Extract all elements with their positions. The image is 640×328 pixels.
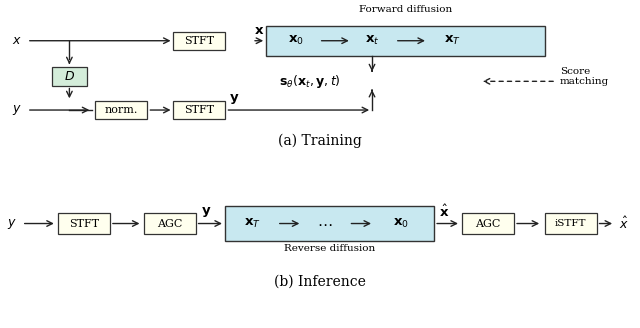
Text: $\hat{\mathbf{x}}$: $\hat{\mathbf{x}}$ (439, 204, 450, 220)
Text: $\mathbf{x}_T$: $\mathbf{x}_T$ (444, 34, 460, 47)
FancyBboxPatch shape (225, 206, 434, 241)
FancyBboxPatch shape (173, 101, 225, 119)
FancyBboxPatch shape (545, 213, 596, 234)
Text: $D$: $D$ (64, 70, 75, 83)
Text: STFT: STFT (184, 105, 214, 115)
Text: Score
matching: Score matching (560, 67, 609, 86)
Text: AGC: AGC (157, 218, 182, 229)
Text: (b) Inference: (b) Inference (274, 274, 366, 288)
FancyBboxPatch shape (58, 213, 110, 234)
Text: norm.: norm. (105, 105, 138, 115)
Text: $y$: $y$ (12, 103, 22, 117)
Text: $\mathbf{x}_0$: $\mathbf{x}_0$ (392, 217, 408, 230)
Text: $\mathbf{x}_0$: $\mathbf{x}_0$ (288, 34, 304, 47)
Text: (a) Training: (a) Training (278, 134, 362, 148)
FancyBboxPatch shape (462, 213, 514, 234)
Text: $\cdots$: $\cdots$ (317, 216, 333, 231)
Text: $\mathbf{s}_\theta(\mathbf{x}_t, \mathbf{y}, t)$: $\mathbf{s}_\theta(\mathbf{x}_t, \mathbf… (279, 73, 340, 90)
Text: $\mathbf{x}$: $\mathbf{x}$ (254, 24, 264, 37)
Text: $\mathbf{y}$: $\mathbf{y}$ (228, 92, 239, 106)
Text: $\mathbf{x}_t$: $\mathbf{x}_t$ (365, 34, 380, 47)
FancyBboxPatch shape (173, 31, 225, 50)
FancyBboxPatch shape (52, 67, 87, 86)
Text: $\mathbf{y}$: $\mathbf{y}$ (201, 205, 211, 219)
Text: STFT: STFT (69, 218, 99, 229)
Text: $y$: $y$ (8, 216, 17, 231)
FancyBboxPatch shape (143, 213, 196, 234)
Text: $\hat{x}$: $\hat{x}$ (620, 215, 629, 232)
Text: $\mathbf{x}_T$: $\mathbf{x}_T$ (244, 217, 260, 230)
FancyBboxPatch shape (266, 26, 545, 56)
Text: AGC: AGC (476, 218, 501, 229)
Text: iSTFT: iSTFT (555, 219, 586, 228)
FancyBboxPatch shape (95, 101, 147, 119)
Text: STFT: STFT (184, 36, 214, 46)
Text: $x$: $x$ (12, 34, 22, 47)
Text: Reverse diffusion: Reverse diffusion (284, 244, 375, 253)
Text: Forward diffusion: Forward diffusion (359, 5, 452, 14)
